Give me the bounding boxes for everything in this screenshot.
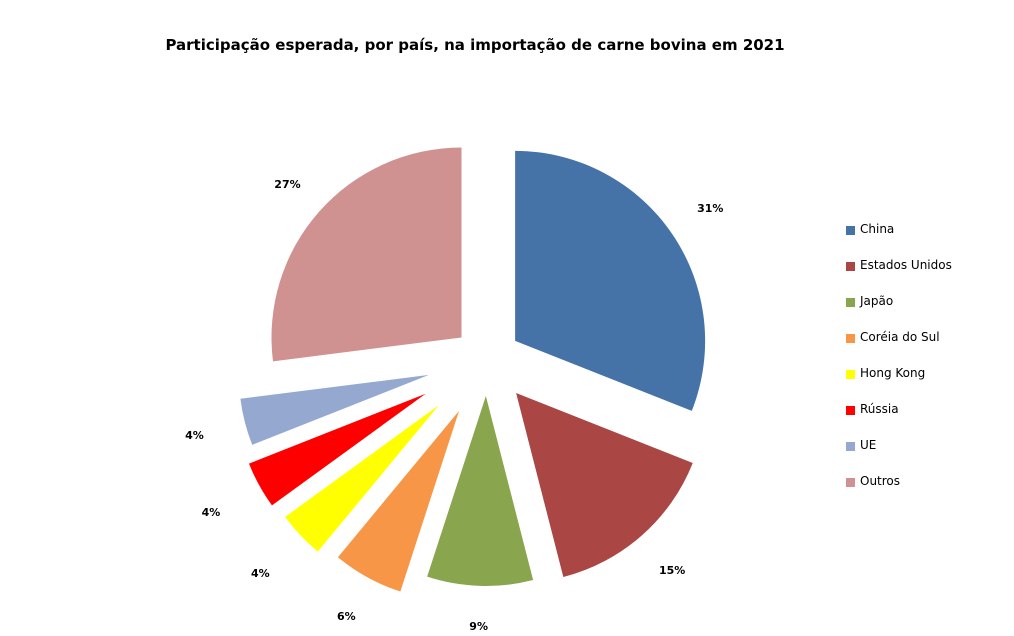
legend-swatch — [846, 298, 855, 307]
data-label-outros: 27% — [274, 178, 300, 191]
legend-label: UE — [860, 438, 877, 452]
data-label-russia: 4% — [202, 506, 221, 519]
legend-item-china: China — [846, 222, 1006, 258]
data-label-japao: 9% — [469, 620, 488, 632]
legend-swatch — [846, 406, 855, 415]
legend-item-japao: Japão — [846, 294, 1006, 330]
data-label-coreia-do-sul: 6% — [337, 610, 356, 623]
legend-swatch — [846, 226, 855, 235]
data-label-estados-unidos: 15% — [659, 564, 685, 577]
data-label-ue: 4% — [185, 429, 204, 442]
pie-slice-hong-kong — [285, 405, 439, 552]
legend-swatch — [846, 262, 855, 271]
legend-item-russia: Rússia — [846, 402, 1006, 438]
pie-slice-ue — [240, 374, 429, 445]
legend-item-coreia-do-sul: Coréia do Sul — [846, 330, 1006, 366]
legend-swatch — [846, 370, 855, 379]
chart-title: Participação esperada, por país, na impo… — [165, 36, 785, 54]
legend-item-outros: Outros — [846, 474, 1006, 510]
legend-label: Rússia — [860, 402, 899, 416]
legend-item-ue: UE — [846, 438, 1006, 474]
legend-label: Outros — [860, 474, 901, 488]
data-label-hong-kong: 4% — [251, 567, 270, 580]
legend-swatch — [846, 478, 855, 487]
legend-swatch — [846, 442, 855, 451]
legend-swatch — [846, 334, 855, 343]
legend-item-hong-kong: Hong Kong — [846, 366, 1006, 402]
pie-slice-china — [515, 150, 706, 411]
data-label-china: 31% — [697, 202, 723, 215]
pie-slice-coreia-do-sul — [337, 410, 460, 592]
legend-label: China — [860, 222, 895, 236]
pie-chart: 31% 15% 9% 6% 4% 4% 4% 27% — [185, 147, 723, 633]
legend-label: Hong Kong — [860, 366, 926, 380]
pie-slice-japao — [427, 395, 534, 586]
pie-slice-russia — [249, 393, 426, 506]
pie-slice-estados-unidos — [516, 393, 693, 578]
legend: China Estados Unidos Japão Coréia do Sul Hon… — [846, 222, 1006, 510]
pie-slice-outros — [271, 147, 462, 362]
legend-label: Coréia do Sul — [860, 330, 940, 344]
legend-label: Estados Unidos — [860, 258, 952, 272]
legend-label: Japão — [860, 294, 894, 308]
legend-item-estados-unidos: Estados Unidos — [846, 258, 1006, 294]
